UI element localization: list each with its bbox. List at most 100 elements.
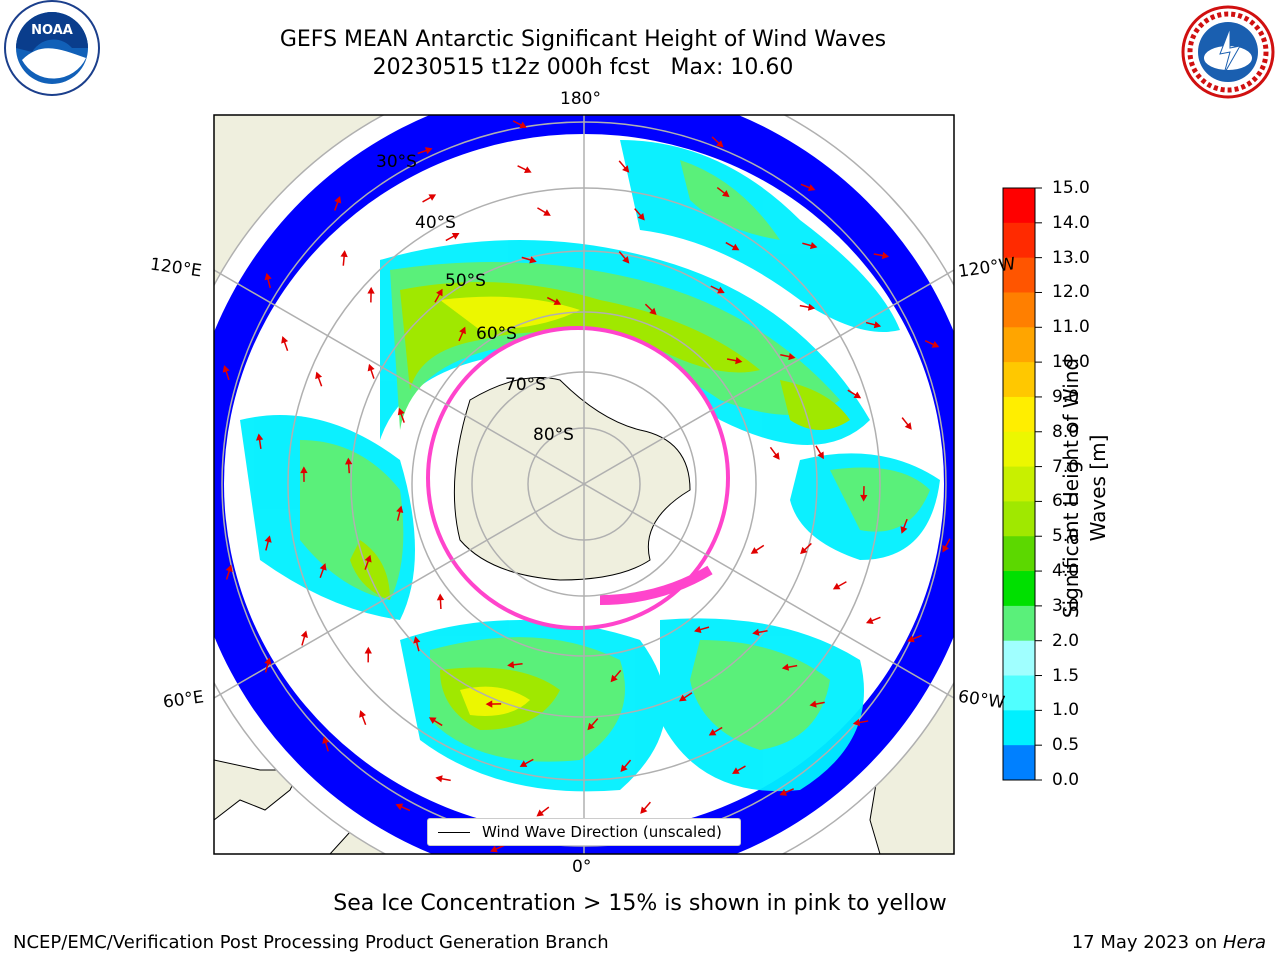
wave-direction-arrowhead (281, 336, 289, 344)
wave-direction-arrowhead (529, 256, 537, 264)
wave-direction-arrowhead (367, 286, 375, 294)
colorbar-tick-label: 10.0 (1052, 352, 1090, 373)
lon-label-180: 180° (560, 89, 601, 109)
wave-direction-arrowhead (942, 544, 949, 553)
wave-direction-arrowhead (300, 630, 308, 638)
lon-label-0: 0° (572, 857, 592, 877)
wave-direction-arrowhead (679, 694, 687, 702)
wave-direction-arrowhead (807, 184, 816, 192)
lat-label-40s: 40°S (415, 213, 456, 233)
colorbar-tick-label: 2.0 (1052, 630, 1080, 651)
wave-direction-arrowhead (396, 505, 404, 514)
footer-system: Hera (1222, 932, 1266, 953)
wave-direction-arrowhead (485, 700, 493, 708)
wave-direction-arrowhead (907, 635, 915, 643)
wave-direction-arrowhead (264, 657, 272, 665)
wave-direction-arrowhead (345, 457, 353, 465)
wave-direction-arrowhead (873, 321, 882, 329)
wave-direction-arrowhead (436, 288, 443, 297)
wave-direction-arrowhead (300, 466, 308, 474)
colorbar-tick-label: 7.0 (1052, 456, 1080, 477)
colorbar-tick-label: 14.0 (1052, 212, 1090, 233)
wave-direction-arrowhead (817, 451, 824, 460)
colorbar-tick-label: 3.0 (1052, 595, 1080, 616)
colorbar-segment (1003, 571, 1035, 607)
wave-direction-arrowhead (507, 661, 515, 669)
colorbar-tick-label: 0.0 (1052, 770, 1080, 790)
wave-direction-arrowhead (708, 728, 717, 736)
wave-direction-arrowhead (779, 789, 788, 796)
lat-label-30s: 30°S (376, 152, 417, 172)
map-frame (213, 114, 955, 855)
wave-direction-arrowhead (716, 140, 724, 148)
wave-direction-arrowhead (649, 307, 657, 316)
wave-direction-arrowhead (620, 764, 628, 772)
wave-direction-arrowhead (364, 554, 372, 563)
colorbar-segment (1003, 396, 1035, 433)
wave-direction-arrowhead (717, 286, 725, 294)
title-line-1: GEFS MEAN Antarctic Significant Height o… (279, 27, 887, 52)
wave-direction-arrowhead (359, 710, 366, 718)
wave-direction-arrowhead (694, 626, 702, 634)
legend-line-sample (438, 831, 470, 833)
wave-direction-arrowhead (264, 272, 272, 281)
colorbar-segment (1003, 605, 1035, 642)
wave-direction-arrowhead (622, 256, 630, 264)
wave-direction-arrowhead (340, 250, 348, 258)
colorbar-segment (1003, 431, 1035, 468)
wave-direction-arrowhead (264, 535, 272, 543)
colorbar-segment (1003, 222, 1035, 259)
wave-direction-arrowhead (788, 352, 796, 361)
wave-direction-arrowhead (587, 722, 595, 731)
noaa-logo: NOAA (2, 0, 102, 100)
lat-label-50s: 50°S (445, 271, 486, 291)
wave-direction-arrowhead (781, 663, 790, 671)
wave-direction-arrowhead (315, 371, 323, 380)
sea-ice-note-text: Sea Ice Concentration > 15% is shown in … (333, 891, 947, 916)
wave-direction-arrowhead (904, 422, 912, 430)
wave-direction-arrowhead (865, 617, 874, 625)
wave-direction-arrowhead (519, 121, 527, 129)
colorbar-tick-label: 5.0 (1052, 526, 1080, 547)
wave-direction-arrowhead (225, 564, 233, 573)
svg-text:NOAA: NOAA (31, 23, 73, 38)
colorbar-tick-label: 12.0 (1052, 282, 1090, 303)
wave-direction-arrowhead (853, 391, 862, 399)
footer-date: 17 May 2023 on Hera (1072, 932, 1266, 953)
colorbar-segment (1003, 675, 1035, 711)
colorbar-tick-label: 0.5 (1052, 735, 1080, 756)
colorbar-tick-label: 8.0 (1052, 421, 1080, 442)
wave-direction-arrowhead (490, 845, 498, 853)
wave-direction-arrowhead (255, 433, 264, 441)
wave-direction-arrowhead (900, 526, 908, 534)
wave-direction-arrowhead (397, 407, 405, 416)
wind-wave-arrows (222, 120, 951, 853)
wave-direction-arrowhead (722, 190, 730, 198)
wave-direction-arrowhead (637, 213, 645, 221)
colorbar-segment (1003, 710, 1035, 746)
wave-direction-arrowhead (413, 636, 421, 644)
colorbar-segment (1003, 536, 1035, 572)
colorbar-tick-label: 11.0 (1052, 317, 1090, 338)
wave-direction-arrowhead (860, 494, 868, 502)
lat-label-70s: 70°S (505, 375, 546, 395)
wave-direction-arrowhead (807, 303, 816, 311)
wave-direction-arrowhead (222, 365, 230, 373)
colorbar-tick-label: 4.0 (1052, 561, 1080, 582)
wave-direction-arrowhead (436, 593, 445, 601)
wave-direction-arrowhead (800, 546, 808, 555)
wave-direction-arrowhead (322, 736, 330, 744)
wave-direction-arrowhead (524, 166, 532, 173)
wave-direction-arrowhead (809, 700, 817, 708)
legend-label: Wind Wave Direction (unscaled) (482, 823, 722, 841)
lat-label-80s: 80°S (533, 425, 574, 445)
wave-direction-arrowhead (334, 195, 342, 204)
wave-direction-arrowhead (640, 806, 648, 814)
footer-producer: NCEP/EMC/Verification Post Processing Pr… (13, 932, 609, 953)
wave-direction-arrowhead (319, 563, 327, 571)
wave-direction-arrowhead (428, 194, 437, 201)
colorbar-segment (1003, 292, 1035, 328)
map-legend: Wind Wave Direction (unscaled) (427, 818, 741, 846)
colorbar-segment (1003, 327, 1035, 363)
colorbar-segment (1003, 362, 1035, 398)
